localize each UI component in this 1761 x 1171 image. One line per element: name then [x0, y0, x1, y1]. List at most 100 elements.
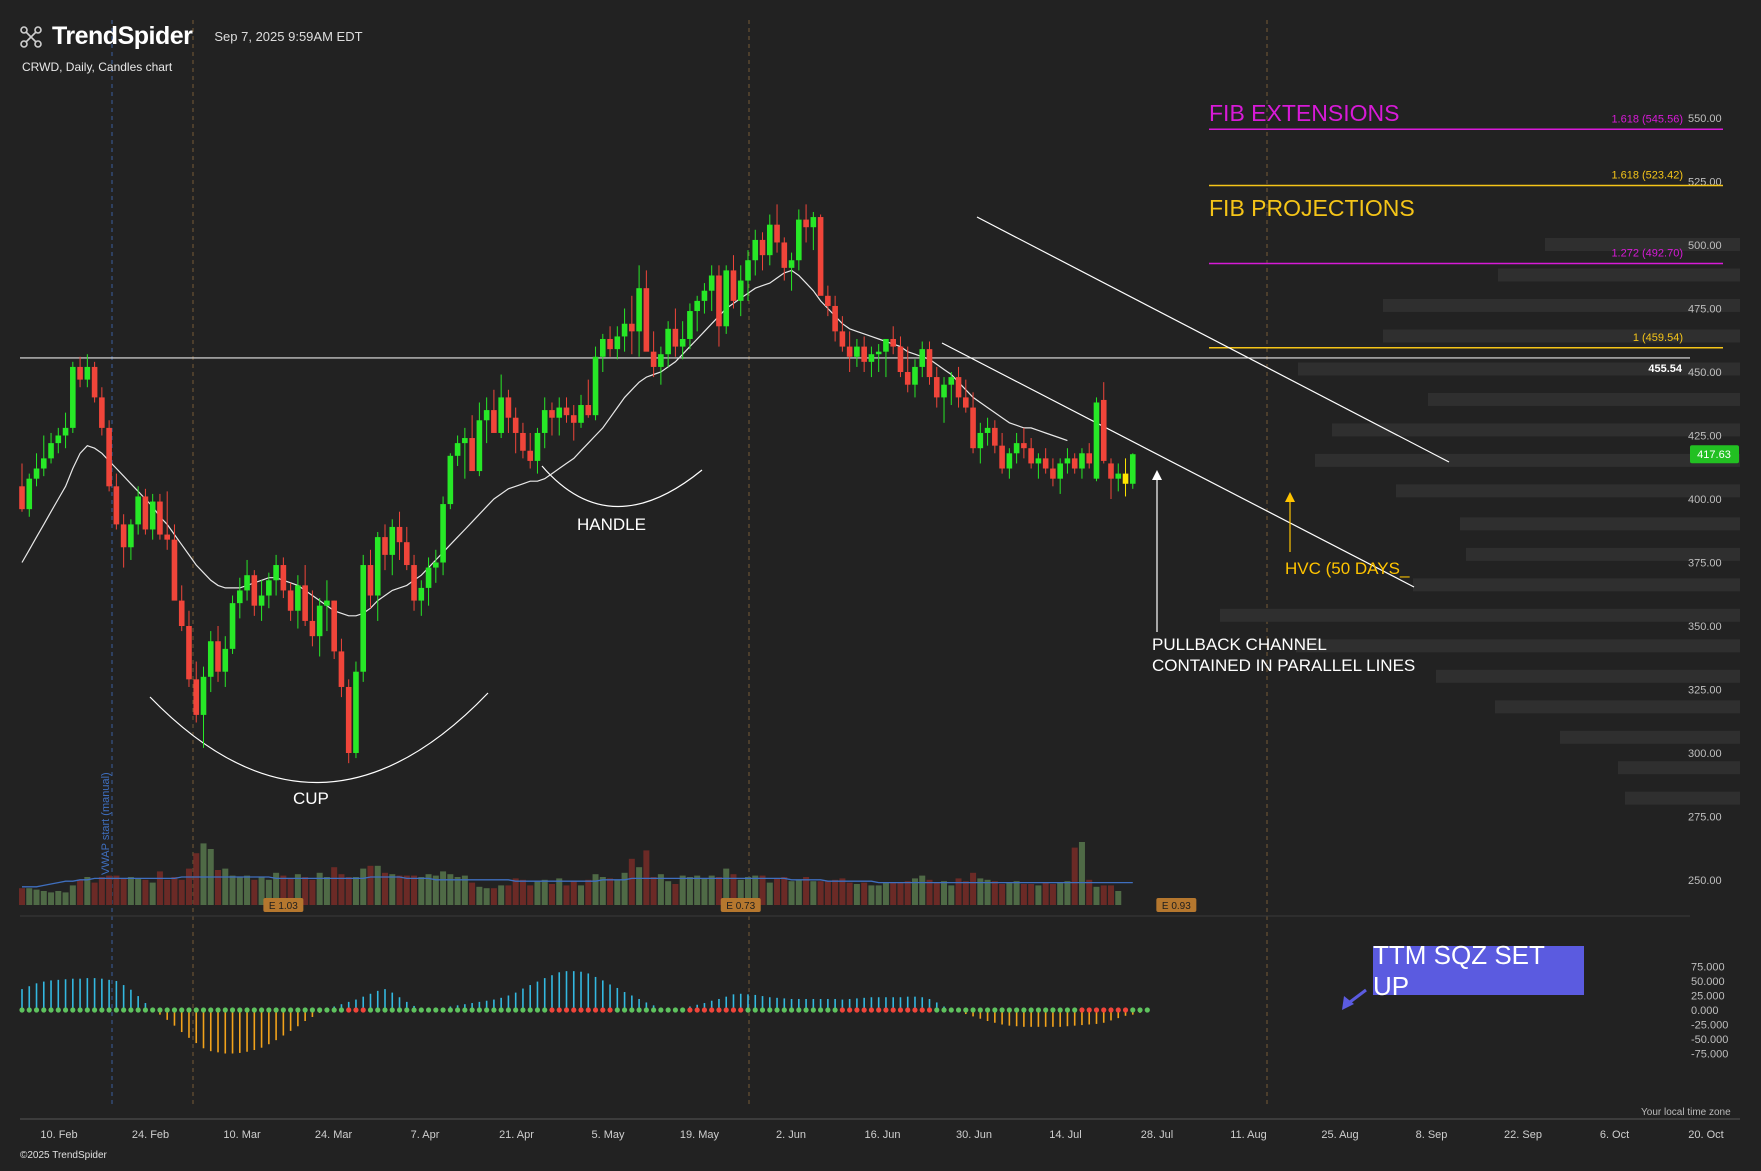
candle-body	[1050, 468, 1056, 479]
candle-body	[897, 346, 904, 372]
volume-bar	[723, 868, 730, 905]
squeeze-dot	[672, 1007, 679, 1013]
squeeze-dot	[1115, 1007, 1121, 1013]
volume-bar	[193, 853, 200, 905]
squeeze-dot	[629, 1007, 635, 1013]
momentum-tick-label: -75.000	[1691, 1049, 1728, 1061]
squeeze-dot	[1064, 1007, 1071, 1013]
candle-body	[33, 468, 40, 479]
price-tick-label: 500.00	[1688, 240, 1722, 252]
volume-bar	[977, 878, 984, 905]
chart-subtitle: CRWD, Daily, Candles chart	[22, 60, 173, 74]
volume-bar	[999, 884, 1006, 905]
volume-profile-bar	[1466, 547, 1740, 561]
date-tick-label: 7. Apr	[411, 1129, 440, 1141]
squeeze-dot	[542, 1007, 548, 1013]
squeeze-dot	[193, 1007, 199, 1013]
squeeze-dot	[1079, 1007, 1085, 1013]
candle-body	[730, 270, 737, 301]
candle-body	[1086, 453, 1093, 464]
volume-bar	[490, 888, 497, 905]
volume-profile-bar	[1383, 329, 1740, 343]
candle-body	[861, 346, 867, 362]
candle-body	[55, 435, 62, 444]
candle-body	[658, 354, 664, 367]
squeeze-dot	[854, 1007, 860, 1013]
candle-body	[120, 524, 127, 548]
candle-body	[665, 328, 671, 355]
candle-body	[222, 648, 229, 672]
volume-bar	[1042, 882, 1049, 905]
price-tick-label: 250.00	[1688, 875, 1722, 887]
candle-body	[40, 458, 47, 469]
handle-label: HANDLE	[577, 515, 646, 534]
squeeze-dot	[331, 1007, 337, 1013]
price-tick-label: 300.00	[1688, 748, 1722, 760]
squeeze-dot	[781, 1007, 787, 1013]
squeeze-dot	[375, 1007, 381, 1013]
volume-bar	[512, 878, 519, 905]
volume-bar	[701, 878, 708, 905]
momentum-tick-label: -25.000	[1691, 1020, 1728, 1032]
candle-body	[883, 338, 889, 352]
squeeze-dot	[694, 1007, 700, 1013]
candle-body	[926, 349, 933, 378]
volume-bar	[962, 881, 969, 905]
squeeze-dot	[77, 1007, 83, 1013]
squeeze-dot	[578, 1007, 584, 1013]
squeeze-dot	[549, 1007, 555, 1013]
squeeze-dot	[745, 1007, 751, 1013]
volume-bar	[657, 874, 664, 905]
candle-body	[549, 410, 555, 418]
squeeze-dot	[999, 1007, 1005, 1013]
momentum-tick-label: 75.000	[1691, 962, 1725, 974]
candle-body	[99, 397, 105, 428]
volume-bar	[890, 882, 897, 905]
squeeze-dot	[484, 1007, 490, 1013]
volume-bar	[287, 878, 294, 905]
squeeze-dot	[905, 1007, 911, 1013]
candle-body	[483, 410, 490, 421]
squeeze-dot	[665, 1007, 671, 1013]
momentum-tick-label: -50.000	[1691, 1034, 1728, 1046]
candle-body	[418, 587, 425, 601]
candle-body	[1028, 448, 1034, 464]
volume-bar	[817, 881, 824, 905]
fib-extensions-title: FIB EXTENSIONS	[1209, 100, 1399, 126]
price-tick-label: 475.00	[1688, 304, 1722, 316]
volume-bar	[955, 878, 962, 905]
candle-body	[48, 443, 54, 459]
candle-body	[1042, 458, 1049, 469]
volume-bar	[1100, 885, 1107, 905]
volume-bar	[730, 874, 737, 905]
candle-body	[933, 377, 940, 398]
volume-bar	[396, 875, 403, 905]
vwap-start-label: VWAP start (manual)	[100, 772, 112, 875]
volume-bar	[745, 877, 751, 905]
volume-bar	[294, 874, 301, 905]
fib-label-extension: 1.272 (492.70)	[1611, 248, 1683, 260]
candle-body	[454, 443, 461, 456]
volume-bar	[120, 878, 127, 905]
candle-body	[447, 455, 454, 505]
volume-bar	[352, 877, 359, 905]
volume-bar	[345, 877, 352, 905]
volume-bar	[1093, 886, 1100, 905]
date-tick-label: 16. Jun	[864, 1129, 900, 1141]
squeeze-dot	[716, 1007, 722, 1013]
candle-body	[324, 600, 330, 606]
candle-body	[164, 534, 170, 540]
candle-body	[280, 565, 287, 591]
volume-bar	[62, 892, 69, 905]
candle-body	[244, 575, 250, 591]
squeeze-dot	[302, 1007, 308, 1013]
volume-bar	[563, 885, 570, 905]
candle-body	[737, 280, 744, 301]
candle-body	[774, 224, 780, 243]
candle-body	[171, 539, 178, 601]
candle-body	[708, 275, 715, 291]
earnings-label: E 0.93	[1162, 901, 1191, 912]
volume-bar	[476, 886, 483, 905]
volume-bar	[607, 878, 614, 905]
